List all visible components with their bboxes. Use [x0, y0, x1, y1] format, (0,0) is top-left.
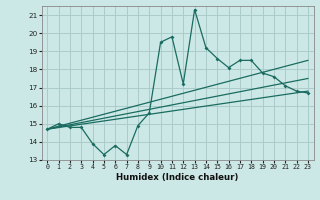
X-axis label: Humidex (Indice chaleur): Humidex (Indice chaleur) — [116, 173, 239, 182]
